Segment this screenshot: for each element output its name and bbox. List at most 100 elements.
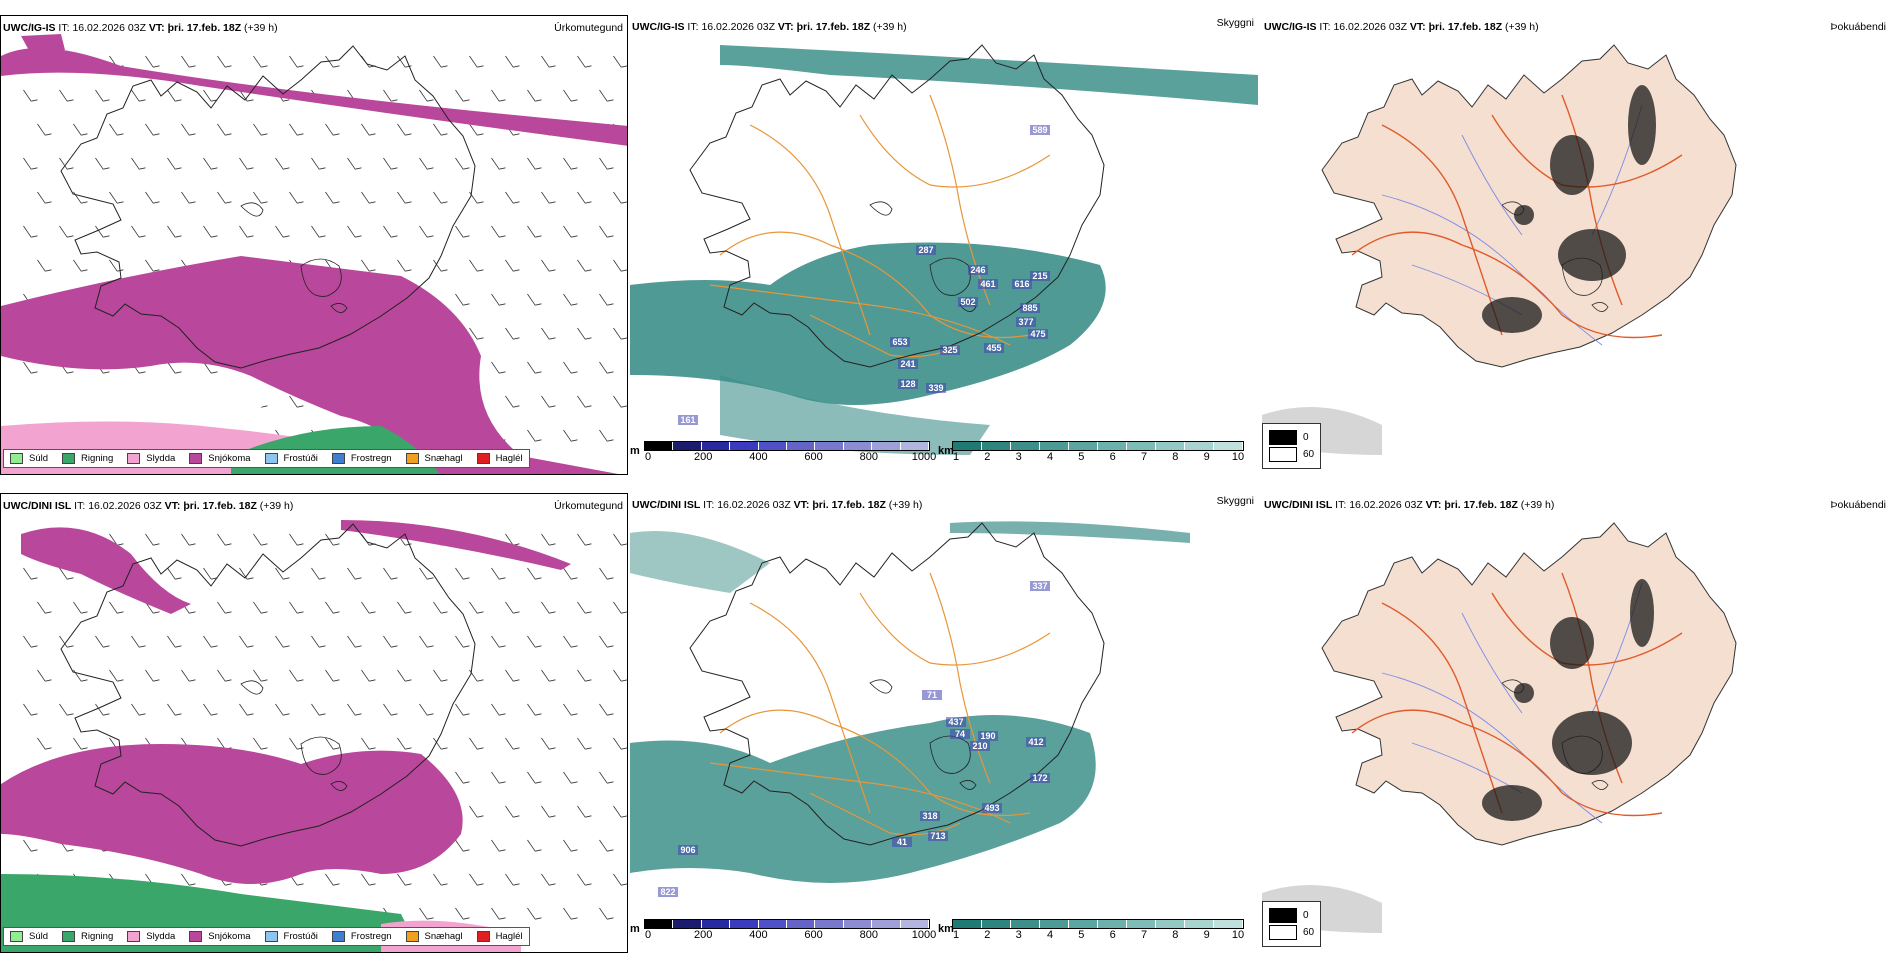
wind-barb <box>577 191 586 204</box>
scale-tick: 6 <box>1109 929 1116 941</box>
wind-barb-flag <box>405 679 412 682</box>
wind-barb-flag <box>535 371 542 374</box>
wind-barb <box>455 907 464 920</box>
wind-barb-flag <box>225 611 232 614</box>
wind-barb <box>433 601 442 614</box>
wind-barb-flag <box>607 577 614 580</box>
wind-barb-flag <box>405 883 412 886</box>
scale-tick: 600 <box>804 929 823 941</box>
wind-barb-flag <box>607 371 614 374</box>
scale-bar <box>952 441 1244 451</box>
wind-barb-flag <box>31 235 38 238</box>
wind-barb-flag <box>391 235 398 238</box>
wind-barb <box>95 89 104 102</box>
wind-barb <box>599 293 608 306</box>
wind-barb <box>397 873 406 886</box>
wind-barb-flag <box>391 167 398 170</box>
wind-barb-flag <box>247 99 254 102</box>
wind-barb <box>599 157 608 170</box>
wind-barb-flag <box>45 269 52 272</box>
wind-barb-flag <box>585 65 592 68</box>
wind-barb-flag <box>427 167 434 170</box>
wind-barb-flag <box>607 167 614 170</box>
low-visibility-spot <box>968 265 988 275</box>
wind-barb-flag <box>463 303 470 306</box>
legend-label: 60 <box>1303 927 1315 938</box>
wind-barb <box>275 157 284 170</box>
wind-barb-flag <box>571 99 578 102</box>
wind-barb <box>433 259 442 272</box>
wind-barb <box>613 533 622 546</box>
wind-barb <box>577 395 586 408</box>
wind-barb-flag <box>477 611 484 614</box>
wind-barb <box>563 89 572 102</box>
wind-barb <box>325 669 334 682</box>
legend-item: Súld <box>10 931 48 942</box>
wind-barb-flag <box>549 883 556 886</box>
wind-barb-flag <box>513 883 520 886</box>
wind-barb-flag <box>607 439 614 442</box>
wind-barb-flag <box>571 781 578 784</box>
legend-label: Snæhagl <box>424 453 463 464</box>
scale-tick: 400 <box>749 451 768 463</box>
wind-barb-flag <box>45 201 52 204</box>
wind-barb <box>253 123 262 136</box>
wind-barb-flag <box>621 543 627 546</box>
scale-tick: 0 <box>644 929 652 941</box>
wind-barb <box>455 635 464 648</box>
wind-barb-flag <box>513 337 520 340</box>
wind-barb <box>181 669 190 682</box>
wind-barb-flag <box>45 679 52 682</box>
low-visibility-spot <box>926 383 946 393</box>
wind-barb <box>527 703 536 716</box>
wind-barb <box>527 567 536 580</box>
glacier-outline <box>330 781 348 791</box>
scale-color <box>1185 442 1214 450</box>
legend-label: 0 <box>1303 910 1309 921</box>
low-visibility-area <box>630 715 1096 883</box>
parameter-name: Þokuábendi <box>1830 499 1886 511</box>
legend-item: Haglél <box>476 453 523 464</box>
wind-barb <box>491 361 500 374</box>
wind-barb-flag <box>549 65 556 68</box>
scale-color <box>758 920 788 928</box>
legend-item: Frostregn <box>331 453 392 464</box>
wind-barb-flag <box>261 543 268 546</box>
fog-indicator-spot <box>1628 85 1656 165</box>
wind-barb <box>23 635 32 648</box>
scale-tick: 9 <box>1203 929 1210 941</box>
parameter-name: Úrkomutegund <box>554 500 623 512</box>
wind-barb <box>491 839 500 852</box>
scale-tick: 5 <box>1078 451 1085 463</box>
wind-barb <box>145 55 154 68</box>
wind-barb-flag <box>153 201 160 204</box>
wind-barb-flag <box>31 167 38 170</box>
wind-barb-flag <box>189 65 196 68</box>
legend-label: 0 <box>1303 432 1309 443</box>
fog-panel-row1: UWC/IG-IS IT: 16.02.2026 03Z VT: þri. 17… <box>1262 15 1890 475</box>
glacier-outline <box>300 258 342 297</box>
wind-barb-flag <box>139 235 146 238</box>
wind-barb <box>599 635 608 648</box>
wind-barb-flag <box>405 611 412 614</box>
parameter-name: Skyggni <box>1216 495 1254 507</box>
wind-barb-flag <box>499 167 506 170</box>
legend-swatch <box>127 453 141 464</box>
fog-indicator-spot <box>1514 683 1534 703</box>
wind-barb <box>145 533 154 546</box>
wind-barb-flag <box>139 99 146 102</box>
wind-barb-flag <box>391 645 398 648</box>
visibility-value-label: 71 <box>927 690 937 700</box>
wind-barb-flag <box>175 371 182 374</box>
wind-barb-flag <box>477 747 484 750</box>
wind-barb-flag <box>225 679 232 682</box>
wind-barb <box>167 89 176 102</box>
wind-barb-flag <box>535 99 542 102</box>
wind-barb <box>23 567 32 580</box>
wind-barb-flag <box>261 65 268 68</box>
wind-barb <box>325 737 334 750</box>
snow-area <box>1 744 463 884</box>
road <box>709 284 1011 346</box>
low-visibility-spot <box>898 379 918 389</box>
wind-barb-flag <box>81 133 88 136</box>
